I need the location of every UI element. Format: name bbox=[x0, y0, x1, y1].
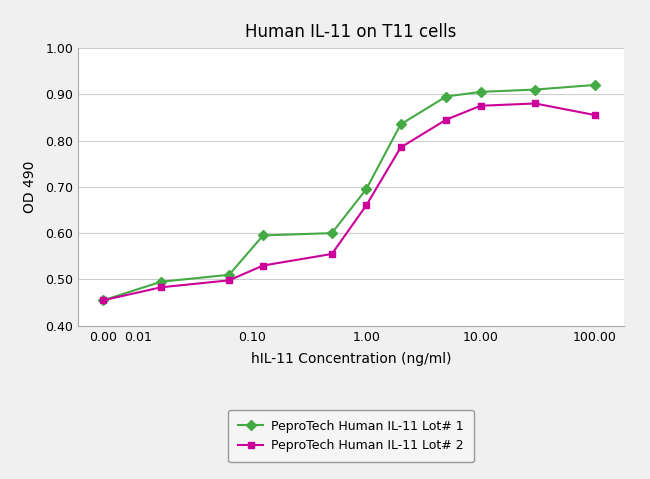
Title: Human IL-11 on T11 cells: Human IL-11 on T11 cells bbox=[245, 23, 457, 41]
Line: PeproTech Human IL-11 Lot# 1: PeproTech Human IL-11 Lot# 1 bbox=[100, 81, 598, 304]
Line: PeproTech Human IL-11 Lot# 2: PeproTech Human IL-11 Lot# 2 bbox=[100, 100, 598, 304]
PeproTech Human IL-11 Lot# 2 bbox=[328, 251, 336, 257]
PeproTech Human IL-11 Lot# 2 bbox=[259, 262, 267, 268]
PeproTech Human IL-11 Lot# 2 bbox=[225, 277, 233, 283]
PeproTech Human IL-11 Lot# 2 bbox=[396, 145, 404, 150]
PeproTech Human IL-11 Lot# 1 bbox=[442, 94, 450, 100]
PeproTech Human IL-11 Lot# 1 bbox=[259, 233, 267, 239]
PeproTech Human IL-11 Lot# 1 bbox=[396, 122, 404, 127]
PeproTech Human IL-11 Lot# 2 bbox=[531, 101, 539, 106]
PeproTech Human IL-11 Lot# 1 bbox=[476, 89, 484, 95]
PeproTech Human IL-11 Lot# 2 bbox=[157, 285, 165, 290]
PeproTech Human IL-11 Lot# 2 bbox=[442, 117, 450, 123]
PeproTech Human IL-11 Lot# 1 bbox=[363, 186, 370, 192]
PeproTech Human IL-11 Lot# 1 bbox=[225, 272, 233, 278]
PeproTech Human IL-11 Lot# 2 bbox=[99, 297, 107, 303]
X-axis label: hIL-11 Concentration (ng/ml): hIL-11 Concentration (ng/ml) bbox=[251, 352, 451, 366]
Y-axis label: OD 490: OD 490 bbox=[23, 160, 37, 213]
Legend: PeproTech Human IL-11 Lot# 1, PeproTech Human IL-11 Lot# 2: PeproTech Human IL-11 Lot# 1, PeproTech … bbox=[228, 410, 474, 462]
PeproTech Human IL-11 Lot# 2 bbox=[476, 103, 484, 109]
PeproTech Human IL-11 Lot# 1 bbox=[531, 87, 539, 92]
PeproTech Human IL-11 Lot# 2 bbox=[363, 203, 370, 208]
PeproTech Human IL-11 Lot# 1 bbox=[99, 297, 107, 303]
PeproTech Human IL-11 Lot# 1 bbox=[591, 82, 599, 88]
PeproTech Human IL-11 Lot# 1 bbox=[328, 230, 336, 236]
PeproTech Human IL-11 Lot# 2 bbox=[591, 112, 599, 118]
PeproTech Human IL-11 Lot# 1 bbox=[157, 279, 165, 285]
